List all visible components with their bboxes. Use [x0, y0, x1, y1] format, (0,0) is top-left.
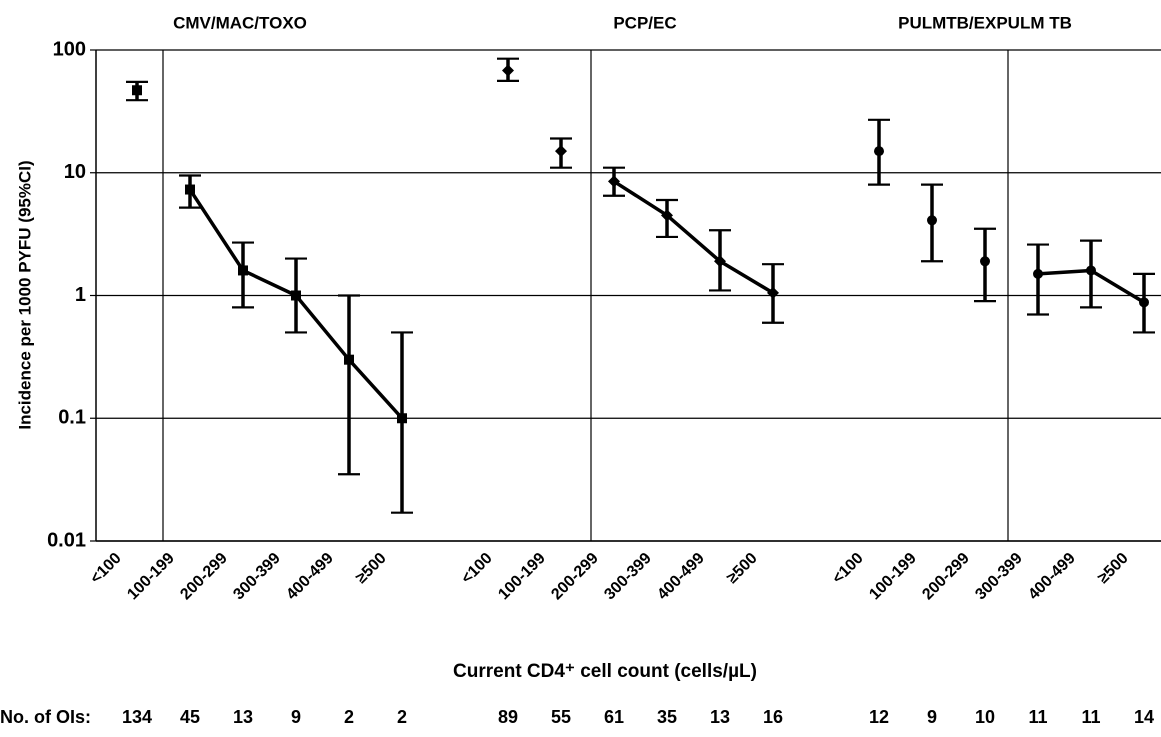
count: 16: [763, 707, 783, 727]
count: 12: [869, 707, 889, 727]
marker: [661, 209, 673, 222]
x-tick-label: 300-399: [230, 550, 284, 604]
group-title: PULMTB/EXPULM TB: [898, 13, 1072, 32]
x-tick-label: 300-399: [972, 550, 1026, 604]
count: 89: [498, 707, 518, 727]
group-title: PCP/EC: [613, 13, 676, 32]
x-tick-label: 400-499: [654, 550, 708, 604]
count: 9: [927, 707, 937, 727]
marker: [1033, 268, 1043, 279]
marker: [714, 255, 726, 268]
y-tick-label: 100: [53, 38, 86, 60]
x-axis-title: Current CD4⁺ cell count (cells/µL): [453, 661, 757, 682]
marker: [608, 175, 620, 188]
count: 2: [344, 707, 354, 727]
x-tick-label: <100: [458, 550, 496, 588]
y-tick-label: 0.1: [58, 407, 86, 429]
x-tick-label: <100: [87, 550, 125, 588]
x-tick-label: ≥500: [1095, 550, 1132, 587]
x-tick-label: 100-199: [495, 550, 549, 604]
marker: [502, 64, 514, 77]
y-tick-label: 1: [75, 284, 86, 306]
y-tick-label: 0.01: [47, 529, 86, 551]
count: 2: [397, 707, 407, 727]
marker: [185, 184, 195, 195]
x-tick-label: 400-499: [1025, 550, 1079, 604]
count: 11: [1081, 707, 1100, 727]
group-title: CMV/MAC/TOXO: [173, 13, 307, 32]
count: 13: [233, 707, 253, 727]
y-tick-label: 10: [64, 161, 86, 183]
count: 45: [180, 707, 200, 727]
marker: [927, 215, 937, 226]
x-tick-label: 300-399: [601, 550, 655, 604]
count: 61: [604, 707, 624, 727]
marker: [980, 256, 990, 267]
marker: [132, 85, 142, 96]
y-axis-title: Incidence per 1000 PYFU (95%CI): [15, 160, 34, 429]
x-tick-label: 200-299: [177, 550, 231, 604]
count: 10: [975, 707, 995, 727]
count: 11: [1028, 707, 1047, 727]
marker: [767, 286, 779, 299]
x-tick-label: ≥500: [353, 550, 390, 587]
count: 13: [710, 707, 730, 727]
count: 14: [1134, 707, 1154, 727]
marker: [397, 413, 407, 424]
marker: [1086, 265, 1096, 276]
x-tick-label: 100-199: [866, 550, 920, 604]
series-line: [613, 179, 774, 295]
x-tick-label: ≥500: [724, 550, 761, 587]
counts-label: No. of OIs:: [0, 707, 91, 727]
count: 55: [551, 707, 571, 727]
marker: [1139, 297, 1149, 308]
count: 134: [122, 707, 152, 727]
marker: [555, 145, 567, 158]
x-tick-label: 100-199: [124, 550, 178, 604]
count: 35: [657, 707, 677, 727]
x-tick-label: <100: [829, 550, 867, 588]
x-tick-label: 400-499: [283, 550, 337, 604]
marker: [874, 146, 884, 157]
x-tick-label: 200-299: [548, 550, 602, 604]
count: 9: [291, 707, 301, 727]
marker: [238, 265, 248, 276]
marker: [344, 354, 354, 365]
x-tick-label: 200-299: [919, 550, 973, 604]
marker: [291, 290, 301, 301]
